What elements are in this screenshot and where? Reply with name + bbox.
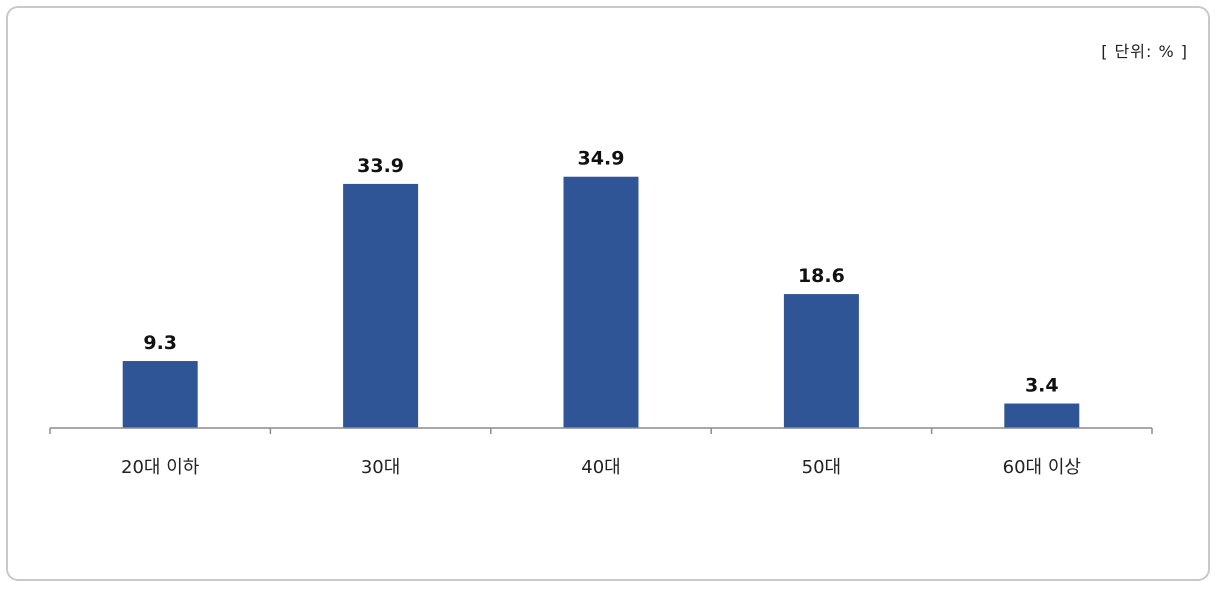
bar-2 [343,184,418,428]
category-label-5: 60대 이상 [1003,457,1081,478]
x-axis [50,428,1152,434]
data-label-3: 34.9 [578,148,625,170]
category-label-1: 20대 이하 [121,457,200,478]
data-label-4: 18.6 [798,265,845,287]
bar-3 [564,177,639,428]
data-label-1: 9.3 [143,332,177,354]
bar-1 [123,361,198,428]
data-label-2: 33.9 [357,155,404,177]
bars-group [123,177,1080,428]
category-label-4: 50대 [802,457,841,478]
bar-4 [784,294,859,428]
bar-5 [1004,404,1079,428]
category-label-2: 30대 [361,457,400,478]
data-label-5: 3.4 [1025,375,1059,397]
category-label-3: 40대 [581,457,620,478]
